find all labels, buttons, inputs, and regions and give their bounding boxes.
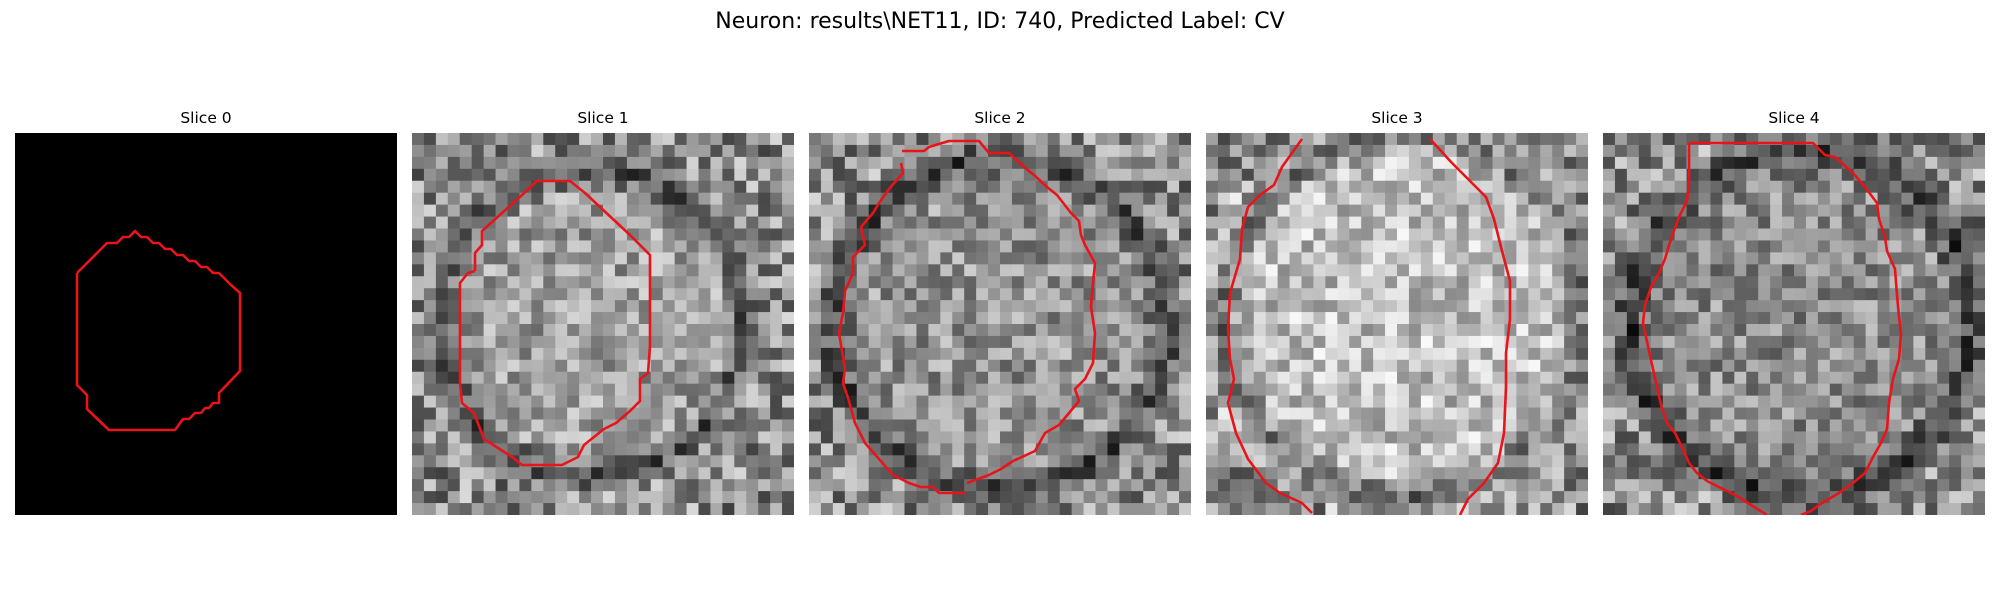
slice-panel-0: Slice 0 <box>15 108 397 515</box>
slice-image-4 <box>1603 133 1985 515</box>
slice-panel-2: Slice 2 <box>809 108 1191 515</box>
slice-title: Slice 4 <box>1768 109 1820 127</box>
slice-title: Slice 2 <box>974 109 1026 127</box>
slice-image-1 <box>412 133 794 515</box>
slice-background <box>15 133 397 515</box>
contour-outline-1 <box>837 162 965 495</box>
contour-outline-1 <box>1641 143 1768 515</box>
slice-image-0 <box>15 133 397 515</box>
slice-panel-4: Slice 4 <box>1603 108 1985 515</box>
pixel-grid <box>1603 133 1985 515</box>
contour-outline-0 <box>458 179 652 467</box>
slice-title: Slice 1 <box>577 109 629 127</box>
pixel-grid <box>412 133 794 515</box>
contour-outline-0 <box>75 229 242 432</box>
pixel-grid <box>809 133 1191 515</box>
slice-image-2 <box>809 133 1191 515</box>
contour-outline-0 <box>902 139 1097 485</box>
slice-title: Slice 3 <box>1371 109 1423 127</box>
slice-image-3 <box>1206 133 1588 515</box>
contour-outline-0 <box>1226 138 1313 514</box>
contour-outline-0 <box>1689 141 1903 515</box>
figure-title: Neuron: results\NET11, ID: 740, Predicte… <box>715 9 1285 34</box>
contour-outline-1 <box>1429 138 1512 515</box>
pixel-grid <box>1206 133 1588 515</box>
slice-panel-1: Slice 1 <box>412 108 794 515</box>
slice-title: Slice 0 <box>180 109 232 127</box>
slice-panel-3: Slice 3 <box>1206 108 1588 515</box>
